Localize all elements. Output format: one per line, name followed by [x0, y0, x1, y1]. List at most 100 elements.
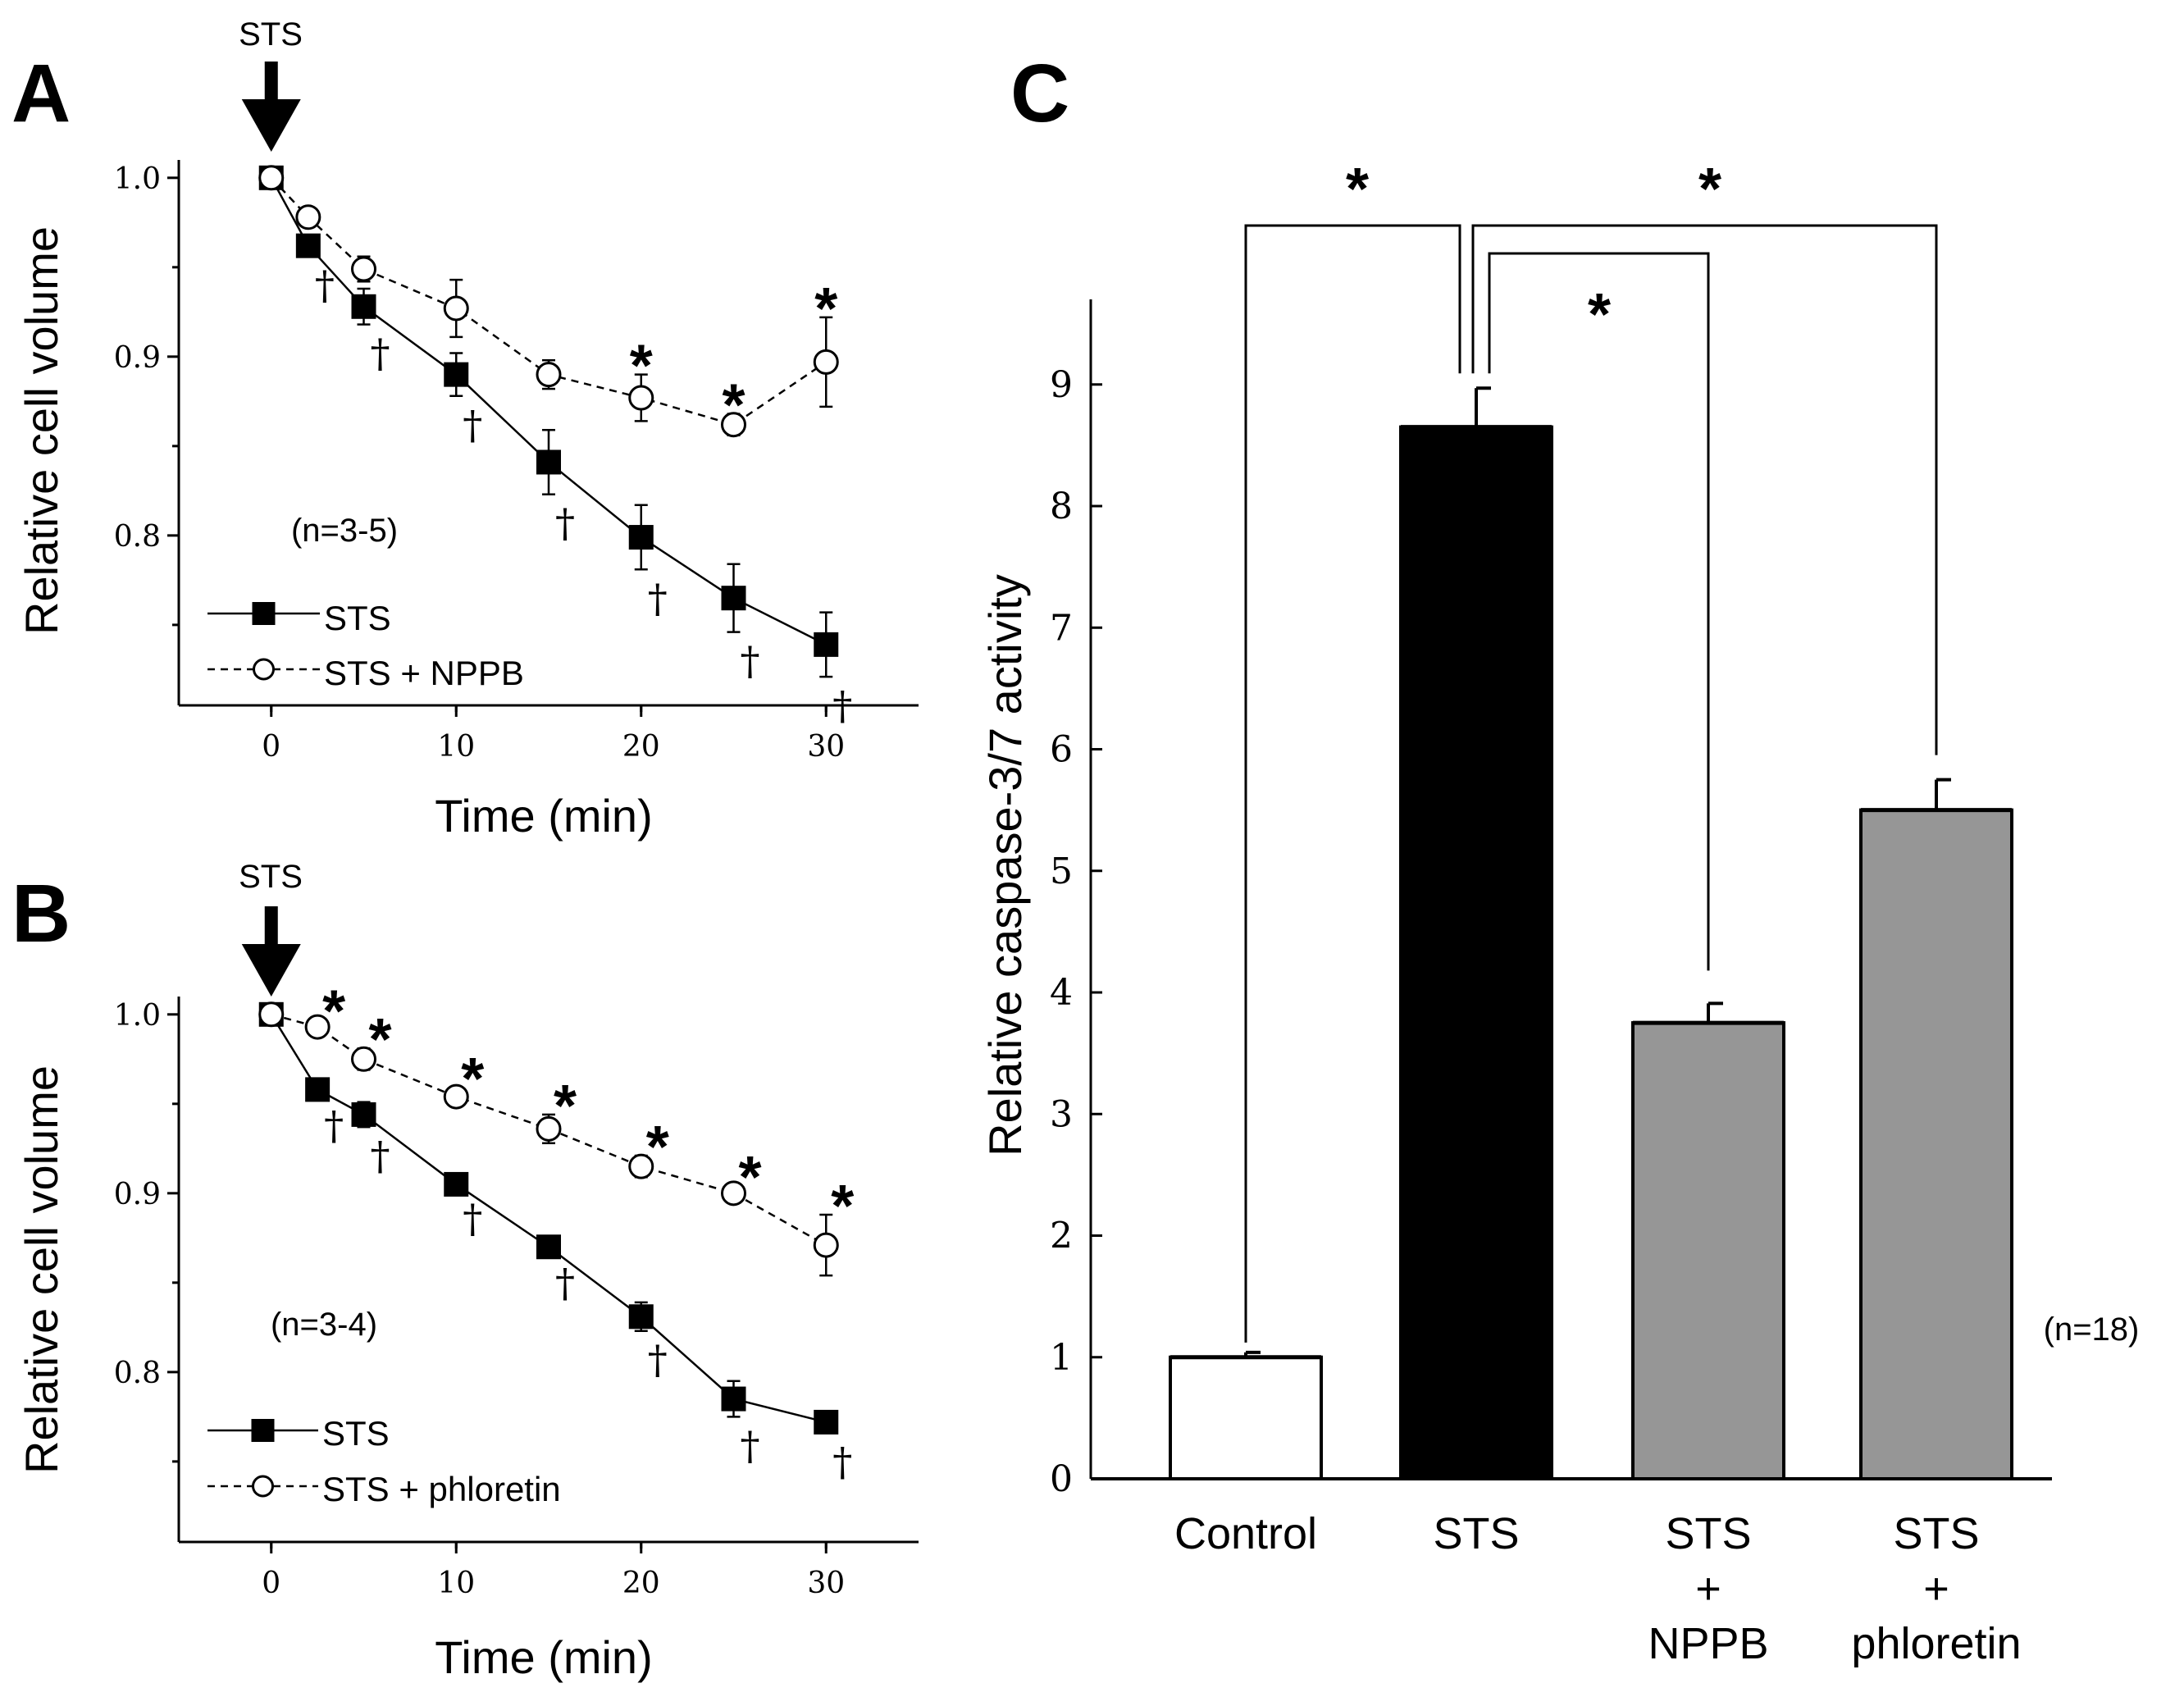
panel-c-bar	[1399, 425, 1553, 1480]
panel-a-series-treated-significance-star: *	[814, 276, 837, 342]
panel-a-series-sts-significance-dagger: †	[555, 501, 575, 547]
panel-a-y-tick-label: 0.9	[114, 341, 161, 375]
panel-b-x-axis-title: Time (min)	[435, 1631, 652, 1683]
panel-a-series-sts-point	[536, 449, 561, 475]
panel-b-x-tick-label: 10	[437, 1567, 475, 1600]
panel-a-series-sts-point	[295, 233, 321, 258]
panel-b-series-sts-point	[536, 1234, 561, 1260]
panel-a-x-tick-label: 30	[807, 730, 845, 764]
panel-b-series-treated-significance-star: *	[368, 1007, 391, 1073]
panel-b-series-sts-point	[351, 1102, 376, 1127]
panel-label-a: A	[11, 48, 71, 139]
panel-c-bracket-sts-nppb	[1488, 252, 1710, 971]
panel-c-y-tick-label: 1	[1050, 1337, 1073, 1379]
panel-b-series-sts-point	[305, 1077, 331, 1102]
panel-a-x-tick-label: 0	[262, 730, 280, 764]
panel-a-y-tick-label: 1.0	[114, 162, 161, 196]
panel-c-y-axis-title: Relative caspase-3/7 activity	[979, 574, 1031, 1156]
panel-a-series-sts-point	[721, 586, 746, 611]
panel-b-arrow-label: STS	[239, 859, 303, 895]
panel-a-y-axis-title: Relative cell volume	[16, 226, 67, 635]
panel-a-series-sts-significance-dagger: †	[648, 576, 668, 622]
panel-a-legend-label-sts: STS	[324, 599, 391, 637]
panel-a-series-sts-point	[444, 362, 469, 387]
panel-c-y-tick-label: 6	[1050, 729, 1073, 771]
panel-label-b: B	[11, 868, 71, 960]
panel-c-category-label: Control	[1174, 1509, 1317, 1558]
panel-a-series-treated-point	[443, 295, 469, 322]
panel-c-y-tick-label: 8	[1050, 486, 1073, 527]
panel-a-series-sts-significance-dagger: †	[463, 403, 482, 449]
panel-b-series-treated-point	[258, 1001, 285, 1028]
panel-a-legend-marker-0	[252, 602, 276, 625]
panel-b-series-treated-significance-star: *	[738, 1145, 761, 1211]
panel-c-category-label: phloretin	[1851, 1619, 2021, 1668]
panel-a-arrow-label: STS	[239, 16, 303, 52]
panel-c-y-tick-label: 9	[1050, 364, 1073, 406]
panel-a-series-treated-point	[351, 256, 376, 282]
panel-b-series-treated-point	[351, 1046, 376, 1072]
panel-a-series-treated-point	[536, 362, 562, 388]
panel-a-x-axis-title: Time (min)	[435, 790, 652, 842]
panel-a-series-treated-point	[295, 204, 321, 230]
panel-a-series-sts-significance-dagger: †	[315, 263, 335, 309]
panel-b-series-sts-point	[721, 1386, 746, 1412]
panel-a-legend-label-sts-nppb: STS + NPPB	[324, 654, 524, 692]
panel-b-arrow-head	[241, 944, 301, 997]
panel-a-series-treated-point	[628, 385, 654, 411]
panel-b-series-treated-point	[813, 1232, 839, 1258]
panel-a-arrow-head	[241, 99, 301, 152]
panel-a-series-sts-point	[814, 632, 839, 657]
panel-b-series-treated-significance-star: *	[554, 1074, 577, 1139]
panel-a-x-tick-label: 10	[437, 730, 475, 764]
panel-b-series-treated-point	[443, 1083, 469, 1110]
panel-c: Relative caspase-3/7 activity (n=18)	[979, 574, 2139, 1348]
panel-b-series-treated-significance-star: *	[322, 978, 345, 1044]
panel-b-y-tick-label: 1.0	[114, 999, 161, 1033]
panel-b-sample-size-note: (n=3-4)	[271, 1307, 377, 1343]
panel-b-series-sts-significance-dagger: †	[463, 1196, 482, 1242]
panel-b-series-sts-point	[444, 1171, 469, 1197]
panel-b-legend-label-sts-phloretin: STS + phloretin	[322, 1470, 561, 1508]
panel-b-legend-label-sts: STS	[322, 1414, 390, 1453]
panel-b-y-tick-label: 0.9	[114, 1178, 161, 1211]
panel-a-series-sts-significance-dagger: †	[371, 331, 390, 377]
panel-b-series-treated-significance-star: *	[461, 1047, 484, 1112]
panel-b-series-sts-significance-dagger: †	[832, 1439, 852, 1485]
panel-c-category-label: +	[1695, 1564, 1721, 1613]
panel-b-series-treated-point	[304, 1014, 331, 1040]
panel-b-x-tick-label: 30	[807, 1567, 845, 1600]
panel-c-y-tick-label: 5	[1050, 851, 1073, 892]
panel-c-significance-star: *	[1588, 282, 1611, 348]
panel-c-sample-size-note: (n=18)	[2044, 1311, 2140, 1348]
panel-b-arrow-shaft	[264, 906, 278, 946]
panel-c-category-label: STS	[1893, 1509, 1979, 1558]
panel-a-series-treated-significance-star: *	[630, 334, 653, 399]
panel-c-bracket-sts-phloretin	[1471, 224, 1938, 755]
panel-c-bar	[1631, 1021, 1785, 1480]
panel-b-series-sts-significance-dagger: †	[324, 1103, 344, 1149]
panel-a-series-treated-point	[258, 165, 285, 191]
panel-b-series-sts-significance-dagger: †	[648, 1338, 668, 1384]
panel-b-y-axis-title: Relative cell volume	[16, 1065, 67, 1474]
panel-a-y-tick-label: 0.8	[114, 520, 161, 554]
panel-a-series-sts-significance-dagger: †	[832, 683, 852, 729]
panel-b-series-treated-point	[628, 1153, 654, 1179]
panel-b-series-sts-point	[814, 1409, 839, 1435]
panel-a-series-treated-point	[721, 412, 746, 438]
panel-b-series-sts-significance-dagger: †	[741, 1423, 760, 1469]
panel-c-bracket-control-sts	[1244, 224, 1461, 1343]
panel-c-significance-star: *	[1346, 157, 1369, 222]
panel-c-y-tick-label: 7	[1050, 607, 1073, 649]
panel-c-bar	[1859, 808, 2013, 1480]
panel-b-series-sts-line	[270, 1014, 827, 1424]
panel-b-x-tick-label: 20	[622, 1567, 660, 1600]
panel-c-category-label: STS	[1433, 1509, 1519, 1558]
panel-b-series-treated-point	[721, 1180, 746, 1207]
panel-c-category-label: NPPB	[1648, 1619, 1768, 1668]
panel-c-y-tick-label: 2	[1050, 1216, 1073, 1257]
panel-b-series-sts-significance-dagger: †	[555, 1261, 575, 1307]
panel-b-legend-marker-1	[252, 1475, 274, 1498]
